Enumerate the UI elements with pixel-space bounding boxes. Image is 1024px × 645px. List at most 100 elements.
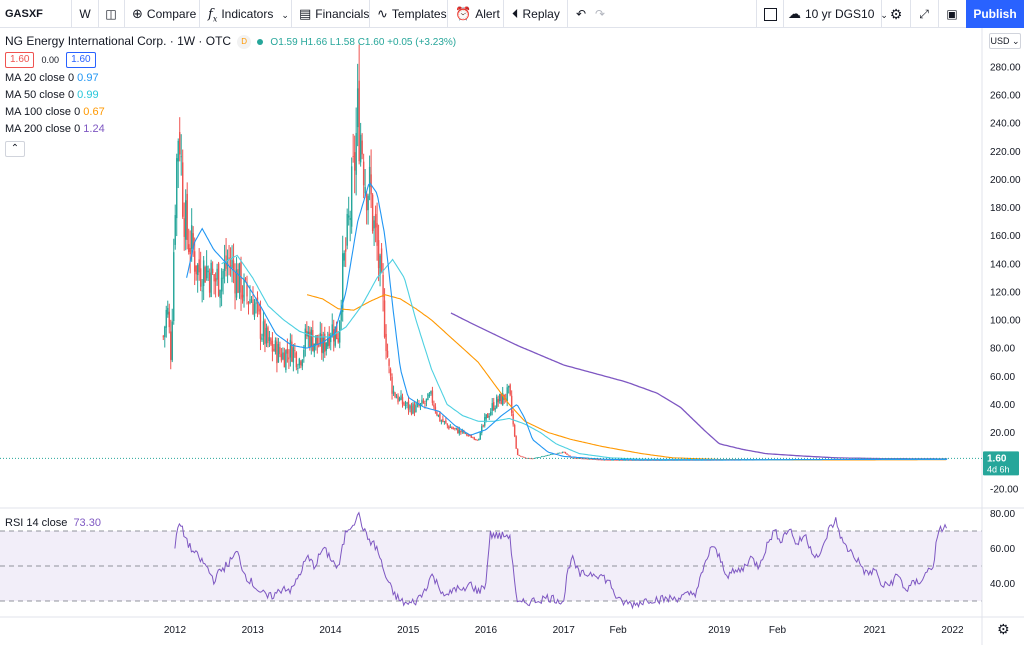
candle-body <box>380 248 383 272</box>
candle-body <box>418 404 420 407</box>
redo-button[interactable]: ↷ <box>592 0 608 28</box>
candle-body <box>612 459 615 461</box>
candle-body <box>641 460 643 461</box>
cloud-icon: ☁ <box>788 6 801 21</box>
candle-body <box>579 458 582 459</box>
candle-body <box>599 459 601 461</box>
ma20-legend[interactable]: MA 20 close 0 0.97 <box>5 70 456 87</box>
chevron-down-icon: ⌄ <box>880 10 888 20</box>
financials-button[interactable]: ▤ Financials <box>292 0 370 28</box>
currency-label: USD <box>990 36 1010 46</box>
ma50-label: MA 50 close 0 <box>5 89 75 101</box>
settings-button[interactable]: ⚙ <box>882 0 911 28</box>
candle-body <box>189 247 191 255</box>
candle-body <box>383 300 386 338</box>
candle-body <box>386 350 389 357</box>
undo-button[interactable]: ↶ <box>573 0 589 28</box>
ask-price[interactable]: 1.60 <box>66 52 96 69</box>
candle-body <box>509 384 511 395</box>
rsi-tick-label: 40.00 <box>990 579 1015 590</box>
candle-body <box>545 455 547 457</box>
candle-body <box>180 156 182 158</box>
rsi-legend[interactable]: RSI 14 close 73.30 <box>5 517 101 529</box>
candle-body <box>371 194 374 231</box>
price-tick-label: 220.00 <box>990 147 1021 158</box>
candle-body <box>368 166 371 188</box>
chart-legend: NG Energy International Corp. · 1W · OTC… <box>5 33 456 157</box>
dividends-badge[interactable]: D <box>237 34 252 49</box>
candle-body <box>436 412 438 416</box>
candle-body <box>183 218 185 237</box>
publish-button[interactable]: Publish <box>966 0 1024 28</box>
candle-body <box>434 406 437 412</box>
candle-body <box>318 343 320 347</box>
ma100-label: MA 100 close 0 <box>5 106 81 118</box>
last-price-value: 1.60 <box>987 453 1007 464</box>
layout-button[interactable] <box>756 0 784 28</box>
compare-label: Compare <box>146 7 197 21</box>
ma200-legend[interactable]: MA 200 close 0 1.24 <box>5 121 456 138</box>
price-tick-label: -20.00 <box>990 484 1019 495</box>
time-tick-label: 2017 <box>553 625 576 636</box>
ma20-label: MA 20 close 0 <box>5 72 75 84</box>
alert-button[interactable]: ⏰ Alert <box>448 0 504 28</box>
bid-price[interactable]: 1.60 <box>5 52 35 69</box>
fullscreen-button[interactable]: ⤢ <box>910 0 939 28</box>
save-layout-button[interactable]: ☁ 10 yr DGS10 ⌄ <box>782 0 888 28</box>
candle-body <box>219 289 221 299</box>
candle-body <box>561 451 564 454</box>
interval-button[interactable]: W <box>72 0 99 28</box>
candle-body <box>528 457 531 459</box>
time-tick-label: Feb <box>769 625 787 636</box>
replay-button[interactable]: ⏴ Replay <box>504 0 568 28</box>
indicators-button[interactable]: fx Indicators ⌄ <box>200 0 292 28</box>
ma100-legend[interactable]: MA 100 close 0 0.67 <box>5 104 456 121</box>
compare-button[interactable]: ⊕ Compare <box>124 0 200 28</box>
price-tick-label: 60.00 <box>990 372 1015 383</box>
candle-body <box>600 459 603 461</box>
rewind-icon: ⏴ <box>512 6 519 21</box>
candle-body <box>563 451 565 453</box>
candle-body <box>421 399 423 404</box>
symbol-search[interactable]: GASXF <box>0 0 72 28</box>
ma20-line <box>186 182 947 461</box>
snapshot-button[interactable]: ▣ <box>938 0 966 28</box>
candle-body <box>404 405 407 406</box>
candle-body <box>575 458 577 459</box>
candle-body <box>199 268 202 287</box>
price-tick-label: 160.00 <box>990 231 1021 242</box>
rsi-axis[interactable]: 80.00 60.00 40.00 <box>990 509 1015 590</box>
chart-type-button[interactable]: ◫ <box>98 0 125 28</box>
candle-body <box>327 337 329 347</box>
fullscreen-icon: ⤢ <box>919 7 929 21</box>
templates-button[interactable]: ∿ Templates <box>370 0 448 28</box>
currency-button[interactable]: USD ⌄ <box>989 33 1021 49</box>
axis-settings-button[interactable]: ⚙ <box>997 621 1010 638</box>
ma50-legend[interactable]: MA 50 close 0 0.99 <box>5 87 456 104</box>
collapse-legend-button[interactable]: ⌃ <box>5 141 25 157</box>
candle-body <box>353 152 356 171</box>
candle-body <box>458 429 461 434</box>
symbol-title[interactable]: NG Energy International Corp. · 1W · OTC <box>5 34 232 48</box>
candle-body <box>611 459 613 461</box>
candle-body <box>270 338 272 345</box>
candle-body <box>428 394 431 397</box>
price-axis[interactable]: 280.00 260.00 240.00 220.00 200.00 180.00 160.… <box>990 62 1021 495</box>
candle-body <box>330 335 332 343</box>
candle-body <box>431 390 434 403</box>
candle-body <box>478 439 480 441</box>
candle-body <box>551 454 553 455</box>
candle-body <box>253 304 256 317</box>
candle-body <box>469 435 471 437</box>
candle-body <box>244 278 247 280</box>
candle-body <box>403 402 405 406</box>
candle-body <box>328 333 330 346</box>
axes <box>0 28 1024 645</box>
plus-circle-icon: ⊕ <box>132 6 143 21</box>
templates-label: Templates <box>391 7 447 21</box>
candle-body <box>361 140 363 155</box>
candle-body <box>597 459 600 461</box>
time-axis[interactable]: 2012 2013 2014 2015 2016 2017 Feb 2019 Feb 2021 20… <box>164 625 964 636</box>
